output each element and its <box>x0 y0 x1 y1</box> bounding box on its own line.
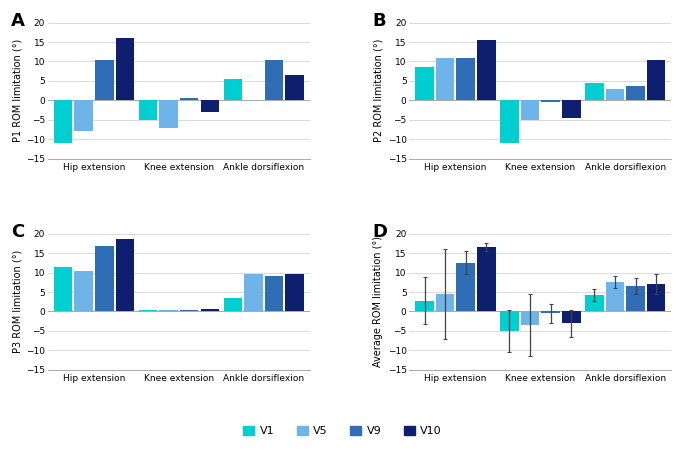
Bar <box>116 38 134 101</box>
Bar <box>95 60 114 101</box>
Bar <box>456 263 475 312</box>
Bar <box>647 60 665 101</box>
Bar <box>223 298 242 312</box>
Bar <box>180 98 199 101</box>
Text: B: B <box>373 12 386 30</box>
Text: C: C <box>11 223 25 241</box>
Bar <box>456 58 475 101</box>
Bar <box>477 247 496 312</box>
Bar <box>626 86 645 101</box>
Bar <box>541 312 560 313</box>
Bar <box>477 40 496 101</box>
Bar <box>562 312 581 323</box>
Bar <box>585 83 603 101</box>
Bar <box>521 312 539 325</box>
Bar <box>244 275 263 312</box>
Bar <box>562 101 581 118</box>
Bar <box>54 101 73 143</box>
Bar <box>265 276 284 312</box>
Bar <box>415 300 434 312</box>
Bar <box>626 286 645 312</box>
Bar <box>138 101 158 120</box>
Bar <box>75 271 93 312</box>
Bar <box>160 309 178 312</box>
Text: A: A <box>11 12 25 30</box>
Bar <box>541 101 560 102</box>
Bar <box>75 101 93 132</box>
Bar <box>521 101 539 120</box>
Bar <box>160 101 178 128</box>
Bar <box>138 309 158 312</box>
Y-axis label: Average ROM limitation (°): Average ROM limitation (°) <box>373 236 384 367</box>
Bar <box>606 282 624 312</box>
Y-axis label: P2 ROM limitation (°): P2 ROM limitation (°) <box>373 39 384 143</box>
Legend: V1, V5, V9, V10: V1, V5, V9, V10 <box>238 422 447 441</box>
Bar <box>180 309 199 312</box>
Y-axis label: P1 ROM limitation (°): P1 ROM limitation (°) <box>12 39 22 142</box>
Bar <box>500 101 519 143</box>
Bar <box>95 246 114 312</box>
Bar <box>201 101 219 112</box>
Bar <box>265 60 284 101</box>
Bar <box>286 275 304 312</box>
Bar <box>116 239 134 312</box>
Bar <box>286 75 304 101</box>
Bar <box>415 67 434 101</box>
Text: D: D <box>373 223 388 241</box>
Bar <box>436 58 454 101</box>
Bar <box>223 79 242 101</box>
Bar <box>436 294 454 312</box>
Bar <box>201 309 219 312</box>
Y-axis label: P3 ROM limitation (°): P3 ROM limitation (°) <box>12 250 22 353</box>
Bar <box>500 312 519 331</box>
Bar <box>54 267 73 312</box>
Bar <box>606 89 624 101</box>
Bar <box>647 284 665 312</box>
Bar <box>585 295 603 312</box>
